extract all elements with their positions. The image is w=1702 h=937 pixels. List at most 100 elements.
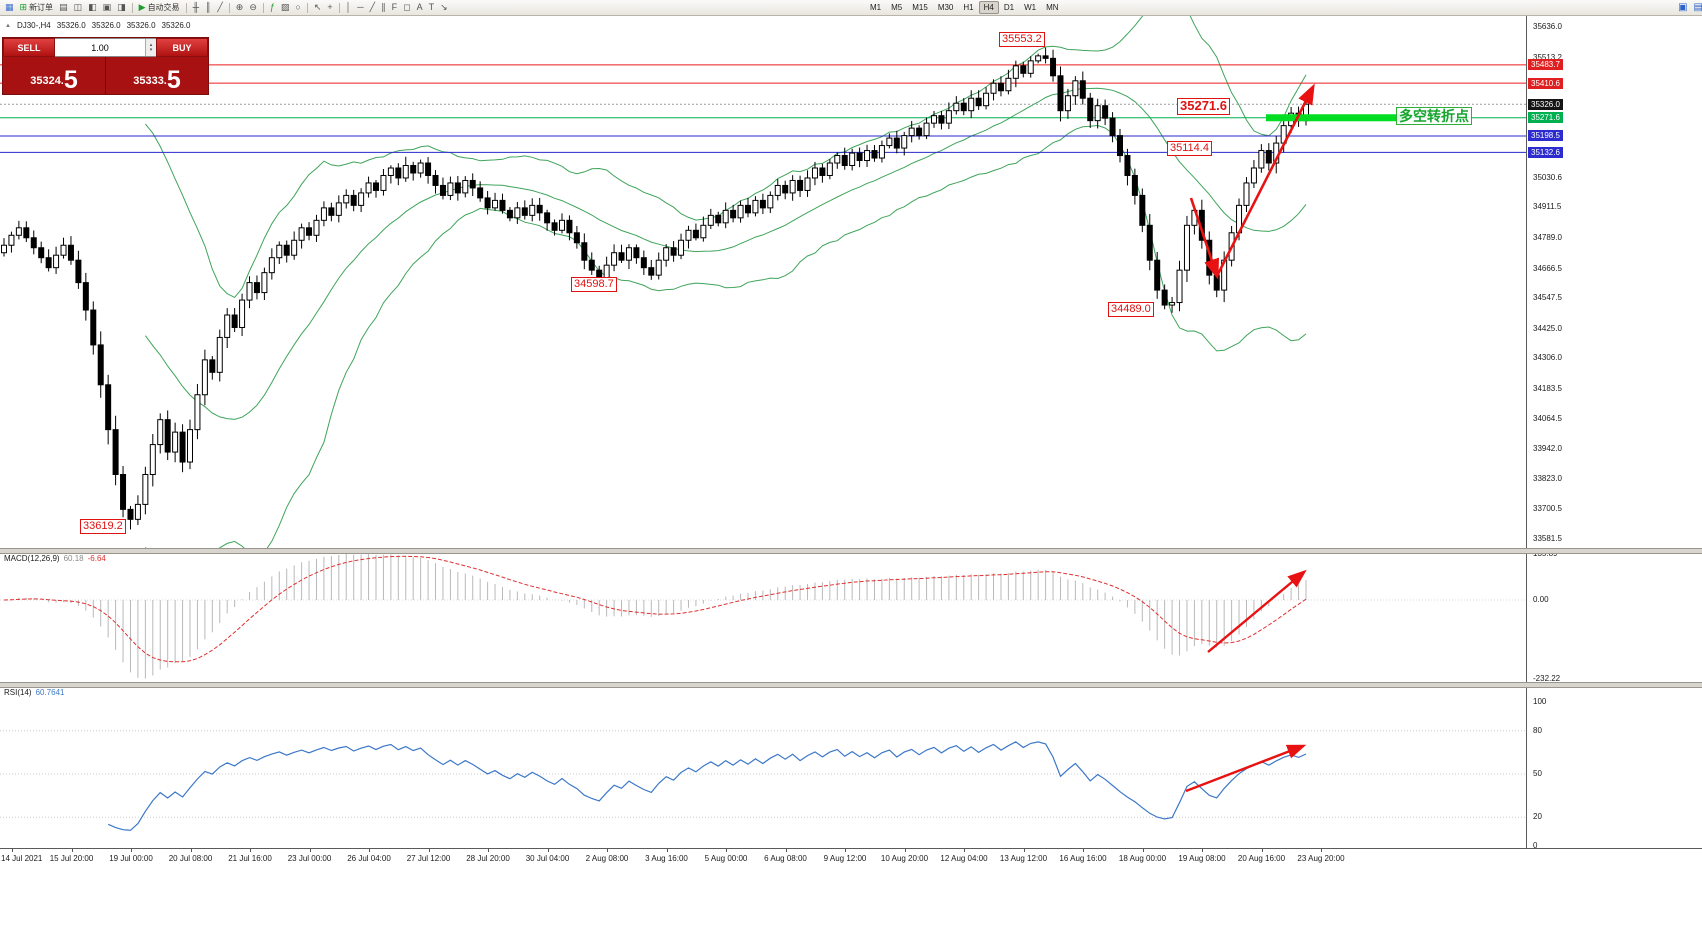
time-label: 20 Aug 16:00 [1237,854,1286,863]
templates-button[interactable]: ▨ [279,1,292,14]
horizontal-line-button[interactable]: ─ [355,1,365,14]
timeframe-w1[interactable]: W1 [1024,3,1037,12]
buy-button[interactable]: BUY [156,38,208,57]
price-axis-label: 34425.0 [1533,323,1562,333]
toolbar-separator [228,2,230,13]
price-annotation: 34598.7 [571,277,617,292]
candlestick-chart-button[interactable]: ║ [203,1,213,14]
time-label: 2 Aug 08:00 [585,854,629,863]
templates-icon: ▨ [280,2,290,12]
rsi-value: 60.7641 [35,688,65,697]
price-divider [105,57,106,94]
price-badge-red: 35410.6 [1528,77,1563,89]
macd-axis-label: 0.00 [1533,595,1549,604]
time-tick [1202,849,1203,852]
macd-name: MACD(12,26,9) [4,554,60,563]
time-axis[interactable]: 14 Jul 2021 15 Jul 20:00 19 Jul 00:00 20 Ju… [0,848,1702,869]
lot-size-field[interactable]: 1.00 ▴ ▾ [55,38,156,57]
zoom-in-button[interactable]: ⊕ [234,1,246,14]
zoom-out-button[interactable]: ⊖ [247,1,259,14]
arrow-object-button[interactable]: ↘ [438,1,450,14]
timeframe-m30[interactable]: M30 [937,3,954,12]
lot-increment-icon[interactable]: ▴ [149,41,153,48]
buy-price-display[interactable]: 35333. 5 [106,57,208,94]
trendline-button[interactable]: ╱ [368,1,377,14]
time-label: 3 Aug 16:00 [645,854,688,863]
price-axis-label: 33700.5 [1533,504,1562,514]
chart-window: 35636.0 35513.2 35030.6 34911.5 34789.0 34666… [0,15,1702,937]
data-window-icon: ◫ [73,2,83,12]
market-watch-button[interactable]: ▤ [57,1,70,14]
symbol-marker-icon: ▲ [5,22,11,29]
toolbar-separator [131,2,133,13]
chart-window-button[interactable]: ▣ [1676,1,1689,14]
toolbar-left-group: ▦ ⊞ 新订单 ▤ ◫ ◧ ▣ ◨ ▶ 自动交易 ╫ ║ ╱ ⊕ ⊖ ƒ ▨ ○ ↖ + │ ─ ╱ ∥ F ◻ A T ↘ [3,1,450,14]
vertical-line-button[interactable]: │ [344,1,354,14]
window-list-button[interactable]: ▤ [1692,1,1702,14]
auto-trading-button[interactable]: ▶ 自动交易 [137,1,182,14]
shapes-button[interactable]: ◻ [401,1,412,14]
rsi-axis-label: 20 [1533,812,1542,822]
toolbar-separator [306,2,308,13]
sell-button[interactable]: SELL [3,38,55,57]
indicators-button[interactable]: ƒ [268,1,277,14]
text-button[interactable]: T [427,1,437,14]
new-order-button[interactable]: ⊞ 新订单 [18,1,56,14]
fibonacci-button[interactable]: F [390,1,400,14]
macd-panel: MACD(12,26,9) 60.18 -6.64 135.890.00-232… [0,549,1702,683]
terminal-button[interactable]: ▣ [101,1,114,14]
period-button[interactable]: ○ [293,1,302,14]
data-window-button[interactable]: ◫ [72,1,85,14]
main-chart-panel: 35636.0 35513.2 35030.6 34911.5 34789.0 34666… [0,15,1702,548]
strategy-tester-button[interactable]: ◨ [115,1,128,14]
price-axis[interactable]: 35636.0 35513.2 35030.6 34911.5 34789.0 34666… [1526,15,1702,548]
price-chart-plot[interactable] [0,15,1526,548]
lot-decrement-icon[interactable]: ▾ [149,46,153,53]
price-annotation: 35553.2 [999,32,1045,47]
timeframe-h1[interactable]: H1 [963,3,974,12]
rsi-plot[interactable] [0,686,1526,848]
rsi-name: RSI(14) [4,688,32,697]
time-label: 16 Aug 16:00 [1059,854,1107,863]
time-label: 23 Aug 20:00 [1297,854,1345,863]
panel-separator[interactable] [0,682,1702,688]
line-chart-button[interactable]: ╱ [215,1,224,14]
ohlc-low: 35326.0 [126,21,156,30]
lot-stepper[interactable]: ▴ ▾ [145,39,156,56]
price-axis-label: 34789.0 [1533,233,1562,243]
time-label: 10 Aug 20:00 [880,854,929,863]
toolbar-separator [338,2,340,13]
time-tick [607,849,608,852]
price-badge-blue: 35198.5 [1528,130,1563,142]
timeframe-h4[interactable]: H4 [978,1,999,14]
toolbar-separator [185,2,187,13]
channel-button[interactable]: ∥ [379,1,388,14]
arrow-object-icon: ↘ [440,2,448,12]
price-axis-label: 35513.2 [1533,52,1562,62]
time-label: 23 Jul 00:00 [287,854,332,863]
panel-separator[interactable] [0,548,1702,554]
macd-axis[interactable]: 135.890.00-232.22 [1526,549,1702,683]
bar-chart-button[interactable]: ╫ [191,1,201,14]
timeframe-m15[interactable]: M15 [912,3,928,12]
rsi-axis[interactable]: 100 80 50 20 0 [1526,686,1702,850]
time-label: 18 Aug 00:00 [1118,854,1167,863]
strategy-tester-icon: ◨ [117,2,126,12]
charts-grid-button[interactable]: ▦ [3,1,16,14]
crosshair-button[interactable]: + [325,1,334,14]
market-watch-icon: ▤ [59,2,68,12]
cursor-button[interactable]: ↖ [312,1,324,14]
time-label: 5 Aug 00:00 [704,854,748,863]
timeframe-d1[interactable]: D1 [1003,3,1015,12]
chart-window-icon: ▣ [1678,2,1688,13]
lot-size-value[interactable]: 1.00 [91,42,109,53]
timeframe-mn[interactable]: MN [1046,3,1059,12]
timeframe-m1[interactable]: M1 [870,3,882,12]
time-tick [428,849,430,852]
navigator-button[interactable]: ◧ [86,1,99,14]
sell-price-display[interactable]: 35324. 5 [3,57,105,94]
text-label-button[interactable]: A [415,1,425,14]
price-axis-label: 35030.6 [1533,172,1562,182]
timeframe-m5[interactable]: M5 [891,3,903,12]
macd-plot[interactable] [0,552,1526,682]
